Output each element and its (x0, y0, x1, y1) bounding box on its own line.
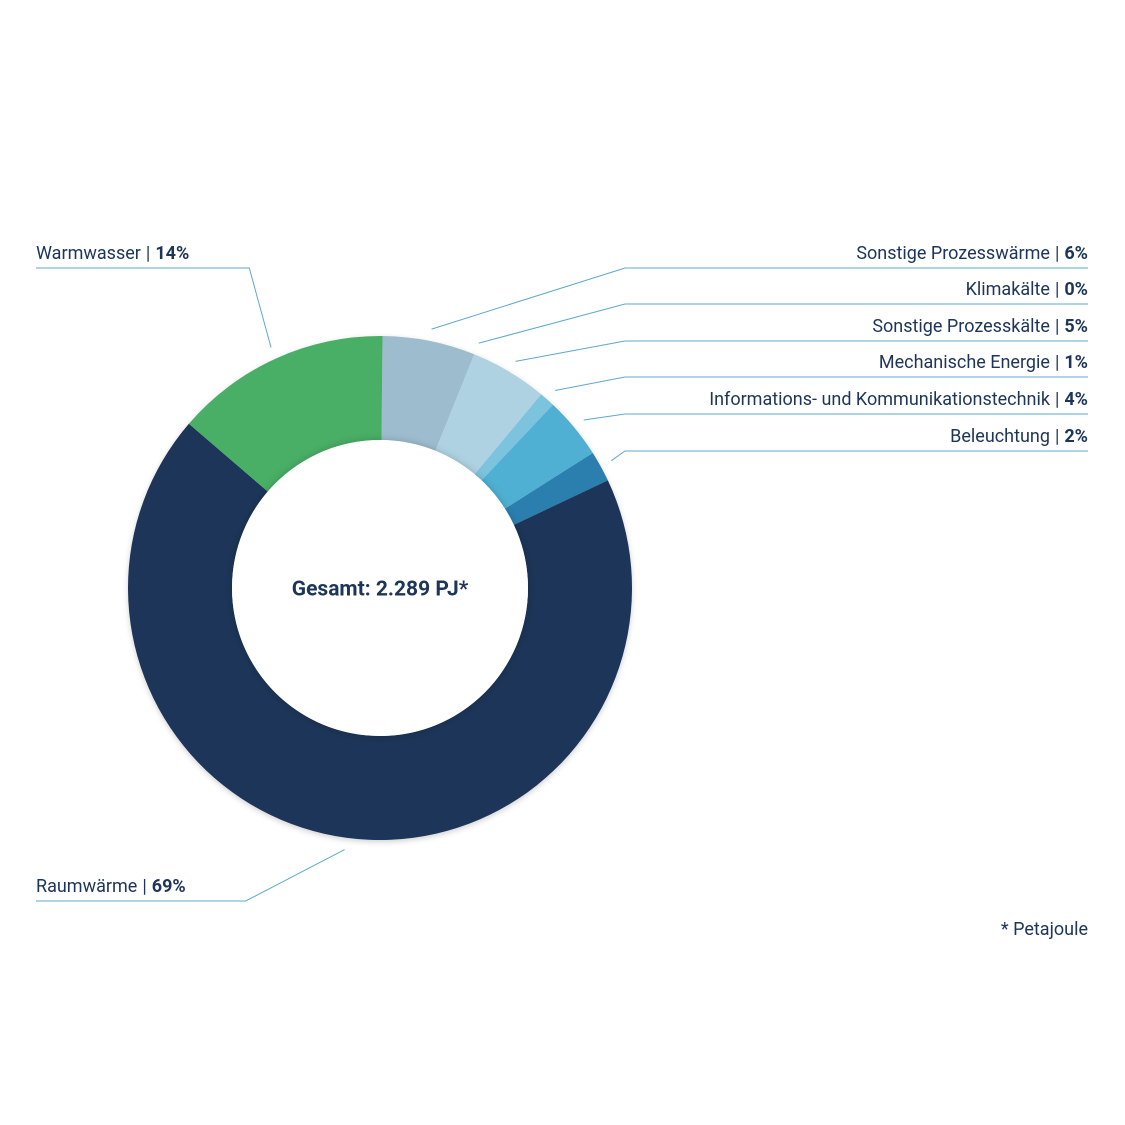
category-name: Raumwärme (36, 876, 137, 897)
slice-label: Informations- und Kommunikationstechnik |… (709, 389, 1088, 410)
value-label: 1% (1064, 352, 1088, 373)
leader-line (431, 267, 1088, 330)
category-name: Beleuchtung (950, 426, 1050, 447)
slice-label: Sonstige Prozesskälte | 5% (872, 316, 1088, 337)
category-name: Sonstige Prozesswärme (856, 243, 1050, 264)
slice (435, 354, 542, 475)
separator: | (1055, 243, 1059, 264)
value-label: 2% (1064, 426, 1088, 447)
separator: | (1055, 352, 1059, 373)
separator: | (1055, 279, 1059, 300)
slice (128, 423, 633, 840)
donut (128, 336, 633, 840)
value-label: 5% (1064, 316, 1088, 337)
category-name: Warmwasser (36, 243, 141, 264)
slice (188, 336, 383, 492)
donut-hole (232, 440, 528, 736)
slice-label: Raumwärme | 69% (36, 876, 186, 897)
value-label: 6% (1064, 243, 1088, 264)
slice-label: Beleuchtung | 2% (950, 426, 1088, 447)
slice (381, 336, 475, 451)
category-name: Mechanische Energie (879, 352, 1050, 373)
value-label: 69% (152, 876, 186, 897)
leader-line (555, 376, 1088, 391)
value-label: 4% (1064, 389, 1088, 410)
leader-line (515, 340, 1088, 362)
category-name: Informations- und Kommunikationstechnik (709, 389, 1051, 410)
slice (474, 394, 553, 481)
footnote: * Petajoule (1001, 919, 1088, 940)
leader-line (478, 303, 1088, 344)
category-name: Sonstige Prozesskälte (872, 316, 1050, 337)
leader-line (583, 413, 1088, 421)
leader-line (36, 849, 345, 902)
leader-line (36, 267, 272, 348)
center-label: Gesamt: 2.289 PJ* (292, 578, 469, 602)
slice-label: Sonstige Prozesswärme | 6% (856, 243, 1088, 264)
slice (481, 404, 593, 509)
slice-label: Warmwasser | 14% (36, 243, 189, 264)
separator: | (1055, 389, 1059, 410)
slice-label: Mechanische Energie | 1% (879, 352, 1088, 373)
category-name: Klimakälte (966, 279, 1050, 300)
value-label: 14% (155, 243, 189, 264)
leader-line (610, 450, 1088, 462)
separator: | (1055, 426, 1059, 447)
separator: | (142, 876, 146, 897)
slice-label: Klimakälte | 0% (966, 279, 1088, 300)
separator: | (146, 243, 150, 264)
separator: | (1055, 316, 1059, 337)
value-label: 0% (1064, 279, 1088, 300)
slice (504, 452, 608, 525)
